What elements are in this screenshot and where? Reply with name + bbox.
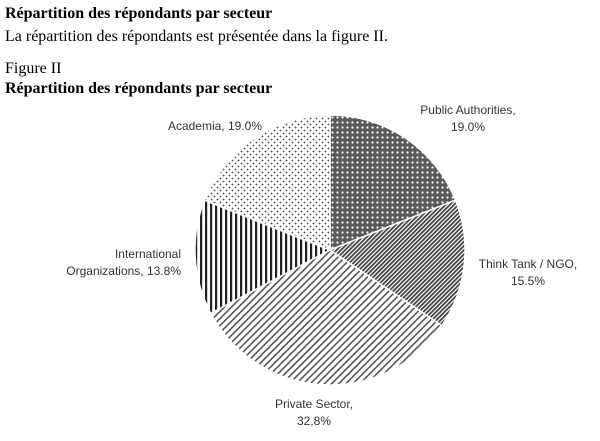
slice-label-private-sector: Private Sector, 32.8%: [275, 397, 353, 428]
pie-slice-think-tank-ngo: [328, 199, 466, 327]
pie-slice-public-authorities: [329, 114, 457, 252]
pie-labels: Public Authorities, 19.0% Think Tank / NGO…: [66, 103, 577, 428]
pie-slice-private-sector: [209, 249, 443, 386]
slice-label-public-authorities: Public Authorities, 19.0%: [420, 103, 515, 134]
figure-label: Figure II: [5, 60, 62, 77]
intro-text: La répartition des répondants est présen…: [5, 28, 388, 45]
pie-slice-academia: [203, 114, 331, 252]
pie-slices: [194, 114, 466, 386]
pie-slice-international-organizations: [194, 199, 332, 315]
slice-label-think-tank-ngo: Think Tank / NGO, 15.5%: [479, 257, 577, 288]
figure-title: Répartition des répondants par secteur: [5, 80, 273, 97]
section-heading: Répartition des répondants par secteur: [5, 5, 273, 22]
slice-label-international-organizations: International Organizations, 13.8%: [66, 247, 181, 278]
slice-label-academia: Academia, 19.0%: [168, 119, 262, 133]
